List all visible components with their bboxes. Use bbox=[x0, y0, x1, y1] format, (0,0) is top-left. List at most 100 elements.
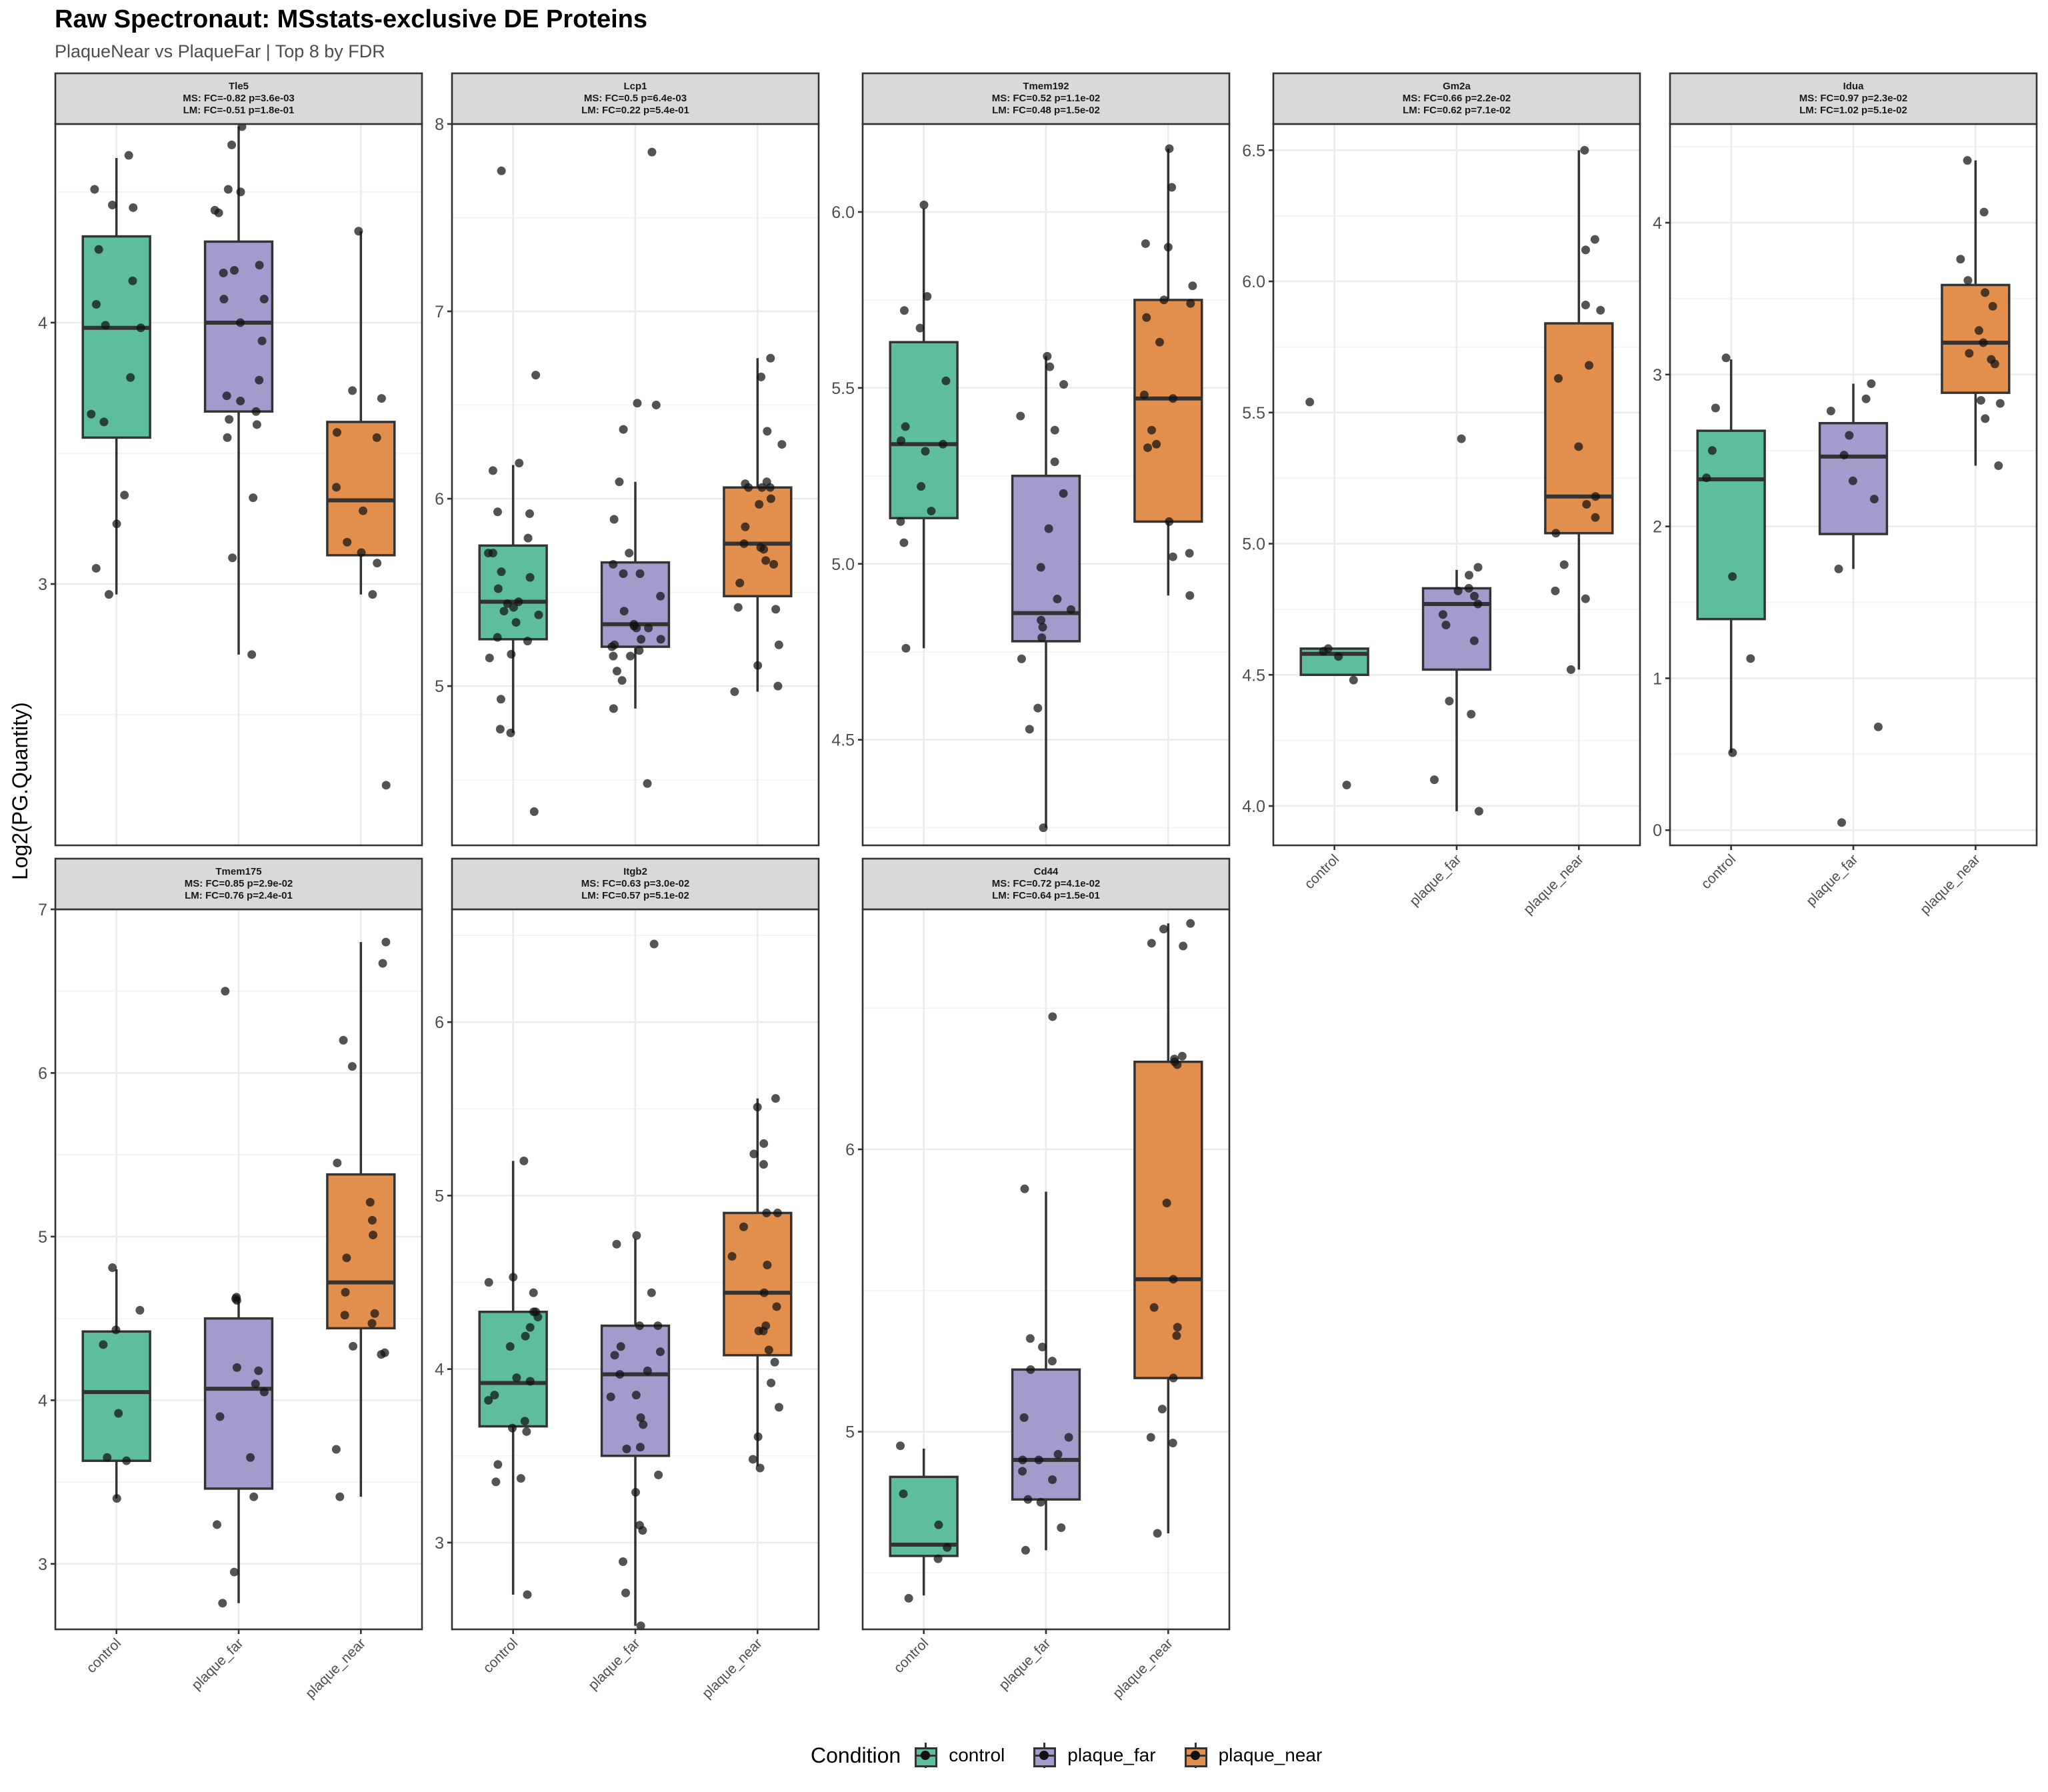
data-point bbox=[342, 1253, 351, 1263]
data-point bbox=[609, 559, 618, 569]
data-point bbox=[1018, 1467, 1027, 1476]
data-point bbox=[1048, 1012, 1057, 1021]
iqr-box bbox=[203, 1317, 274, 1490]
data-point bbox=[215, 1412, 225, 1421]
data-point bbox=[1581, 594, 1590, 603]
box-plaque-near bbox=[326, 227, 396, 790]
data-point bbox=[1826, 407, 1835, 416]
facet-title: Lcp1 bbox=[623, 81, 647, 92]
iqr-box bbox=[478, 1311, 548, 1428]
data-point bbox=[104, 590, 113, 599]
data-point bbox=[635, 1443, 645, 1452]
data-point bbox=[229, 1567, 239, 1577]
legend-key-plaque-near bbox=[1183, 1743, 1208, 1768]
box-plaque-near bbox=[1133, 919, 1203, 1538]
data-point bbox=[249, 493, 258, 503]
data-point bbox=[1066, 605, 1075, 614]
facet-lm-stats: LM: FC=0.62 p=7.1e-02 bbox=[1403, 105, 1511, 116]
data-point bbox=[1047, 1357, 1057, 1366]
data-point bbox=[919, 200, 929, 209]
data-point bbox=[251, 1379, 260, 1389]
data-point bbox=[896, 517, 905, 526]
data-point bbox=[236, 318, 245, 327]
data-point bbox=[626, 651, 635, 661]
facet-ms-stats: MS: FC=0.52 p=1.1e-02 bbox=[992, 93, 1101, 104]
data-point bbox=[636, 1413, 645, 1423]
data-point bbox=[332, 428, 341, 437]
data-point bbox=[534, 610, 543, 619]
data-point bbox=[511, 618, 521, 627]
data-point bbox=[1020, 1184, 1029, 1193]
data-point bbox=[228, 553, 237, 563]
data-point bbox=[1746, 654, 1755, 663]
data-point bbox=[632, 1231, 641, 1240]
data-point bbox=[221, 987, 230, 996]
data-point bbox=[748, 1455, 757, 1464]
iqr-box bbox=[326, 1173, 396, 1330]
data-point bbox=[1554, 374, 1563, 383]
data-point bbox=[1728, 748, 1737, 757]
data-point bbox=[381, 781, 391, 790]
data-point bbox=[759, 1288, 769, 1297]
data-point bbox=[331, 1445, 341, 1454]
data-point bbox=[507, 649, 516, 659]
box-plaque-near bbox=[326, 937, 396, 1501]
legend-label-plaque-near: plaque_near bbox=[1218, 1745, 1323, 1765]
data-point bbox=[523, 637, 532, 646]
data-point bbox=[505, 1342, 515, 1351]
data-point bbox=[497, 567, 506, 577]
data-point bbox=[251, 407, 261, 416]
iqr-box bbox=[600, 1324, 671, 1457]
data-point bbox=[619, 607, 629, 616]
data-point bbox=[635, 646, 644, 655]
facet-title: Tle5 bbox=[229, 81, 249, 92]
x-tick-label: plaque_far bbox=[1407, 851, 1464, 909]
data-point bbox=[1839, 451, 1849, 460]
data-point bbox=[610, 1351, 619, 1360]
y-tick-label: 7 bbox=[38, 901, 47, 919]
x-tick-label: plaque_near bbox=[1110, 1635, 1176, 1701]
data-point bbox=[1168, 1438, 1177, 1447]
data-point bbox=[529, 807, 539, 816]
y-tick-label: 1 bbox=[1653, 669, 1662, 688]
data-point bbox=[741, 522, 750, 531]
data-point bbox=[655, 1347, 665, 1357]
data-point bbox=[1711, 403, 1720, 413]
data-point bbox=[904, 1593, 913, 1603]
data-point bbox=[1034, 1455, 1043, 1465]
data-point bbox=[1837, 818, 1847, 827]
facet-lm-stats: LM: FC=0.48 p=1.5e-02 bbox=[992, 105, 1100, 116]
data-point bbox=[643, 779, 652, 788]
data-point bbox=[112, 519, 121, 529]
y-tick-label: 3 bbox=[38, 1555, 47, 1574]
data-point bbox=[488, 466, 497, 475]
data-point bbox=[767, 1378, 776, 1387]
data-point bbox=[227, 140, 237, 149]
data-point bbox=[529, 1288, 538, 1297]
data-point bbox=[1019, 1413, 1029, 1422]
data-point bbox=[91, 563, 101, 573]
data-point bbox=[1469, 636, 1479, 645]
facet-strip bbox=[451, 857, 820, 911]
data-point bbox=[612, 1239, 621, 1249]
data-point bbox=[101, 321, 110, 330]
facet-ms-stats: MS: FC=0.72 p=4.1e-02 bbox=[992, 878, 1101, 889]
data-point bbox=[1861, 394, 1871, 403]
data-point bbox=[210, 205, 219, 215]
facet-title: Tmem175 bbox=[215, 866, 261, 877]
data-point bbox=[764, 1345, 773, 1355]
data-point bbox=[249, 1492, 259, 1501]
data-point bbox=[1869, 495, 1879, 504]
data-point bbox=[647, 147, 657, 157]
data-point bbox=[609, 704, 618, 713]
facet-lm-stats: LM: FC=0.76 p=2.4e-01 bbox=[185, 890, 293, 901]
data-point bbox=[621, 1588, 631, 1597]
data-point bbox=[1464, 583, 1473, 593]
data-point bbox=[232, 1296, 241, 1305]
data-point bbox=[232, 1363, 241, 1372]
facet-strip bbox=[1272, 72, 1641, 125]
data-point bbox=[651, 401, 661, 410]
data-point bbox=[225, 415, 234, 424]
data-point bbox=[766, 494, 775, 503]
